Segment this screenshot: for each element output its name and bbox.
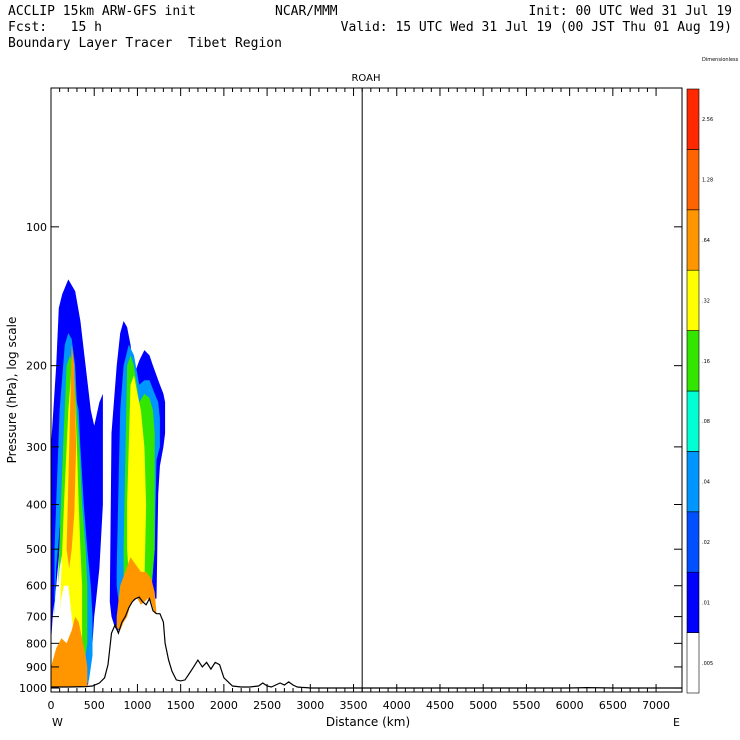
valid-time: Valid: 15 UTC Wed 31 Jul 19 (00 JST Thu … <box>340 20 732 35</box>
tracer-plume-7 <box>127 375 147 599</box>
west-label: W <box>52 716 63 729</box>
tracer-plume-9 <box>66 344 77 569</box>
plot-frame <box>50 87 683 693</box>
x-tick-label: 4000 <box>383 699 411 712</box>
y-tick-label: 200 <box>26 360 47 373</box>
colorbar-swatch <box>686 269 700 331</box>
tracer-plume-8 <box>51 616 88 687</box>
init-time: Init: 00 UTC Wed 31 Jul 19 <box>528 4 733 19</box>
colorbar-swatch <box>686 390 700 452</box>
x-axis-label: Distance (km) <box>326 715 410 729</box>
colorbar-label: .64 <box>702 238 710 244</box>
colorbar-label: .32 <box>702 298 710 304</box>
x-tick-label: 2500 <box>253 699 281 712</box>
chart-title: ROAH <box>351 73 380 84</box>
colorbar: .005 .01 .02 .04 .08 .16 .32 .64 1.28 2.56 Dimensi… <box>686 57 739 694</box>
tracer-plumes <box>51 279 166 687</box>
colorbar-label: .04 <box>702 480 710 486</box>
x-tick-label: 2000 <box>210 699 238 712</box>
colorbar-label: .005 <box>702 661 713 667</box>
x-tick-label: 5000 <box>469 699 497 712</box>
model-title: ACCLIP 15km ARW-GFS init <box>8 4 196 19</box>
x-tick-label: 1000 <box>123 699 151 712</box>
x-tick-label: 1500 <box>167 699 195 712</box>
colorbar-label: .08 <box>702 419 710 425</box>
x-tick-label: 6000 <box>556 699 584 712</box>
x-tick-label: 5500 <box>512 699 540 712</box>
colorbar-label: .16 <box>702 359 710 365</box>
x-tick-label: 3500 <box>340 699 368 712</box>
colorbar-label: 2.56 <box>702 117 713 123</box>
y-axis-ticks: 100 200 300 400 500 600 700 800 900 1000 <box>19 221 682 695</box>
colorbar-label: 1.28 <box>702 178 713 184</box>
forecast-hour: Fcst: 15 h <box>8 20 102 35</box>
x-axis-ticks: 0 500 1000 1500 2000 2500 3000 3500 4000 4500 5000… <box>48 88 670 712</box>
east-label: E <box>673 716 680 729</box>
x-tick-label: 500 <box>84 699 105 712</box>
y-axis-label: Pressure (hPa), log scale <box>5 317 19 464</box>
colorbar-swatch <box>686 209 700 271</box>
y-tick-label: 400 <box>26 499 47 512</box>
y-tick-label: 700 <box>26 611 47 624</box>
x-tick-label: 4500 <box>426 699 454 712</box>
x-tick-label: 6500 <box>599 699 627 712</box>
y-tick-label: 300 <box>26 441 47 454</box>
colorbar-swatch <box>686 88 700 150</box>
terrain-line <box>51 596 682 689</box>
colorbar-swatch <box>686 149 700 211</box>
product-title: Boundary Layer Tracer Tibet Region <box>8 36 282 51</box>
colorbar-swatch <box>686 451 700 513</box>
colorbar-label: Dimensionless <box>702 57 739 63</box>
x-tick-label: 3000 <box>296 699 324 712</box>
y-tick-label: 600 <box>26 580 47 593</box>
center-title: NCAR/MMM <box>275 4 338 19</box>
x-tick-label: 0 <box>48 699 55 712</box>
colorbar-swatch <box>686 511 700 573</box>
y-tick-label: 500 <box>26 543 47 556</box>
colorbar-swatch <box>686 330 700 392</box>
colorbar-swatch <box>686 571 700 633</box>
y-tick-label: 1000 <box>19 682 47 695</box>
y-tick-label: 900 <box>26 661 47 674</box>
y-tick-label: 800 <box>26 637 47 650</box>
colorbar-label: .02 <box>702 540 710 546</box>
colorbar-label: .01 <box>702 600 710 606</box>
colorbar-swatch <box>686 632 700 694</box>
y-tick-label: 100 <box>26 221 47 234</box>
x-tick-label: 7000 <box>642 699 670 712</box>
